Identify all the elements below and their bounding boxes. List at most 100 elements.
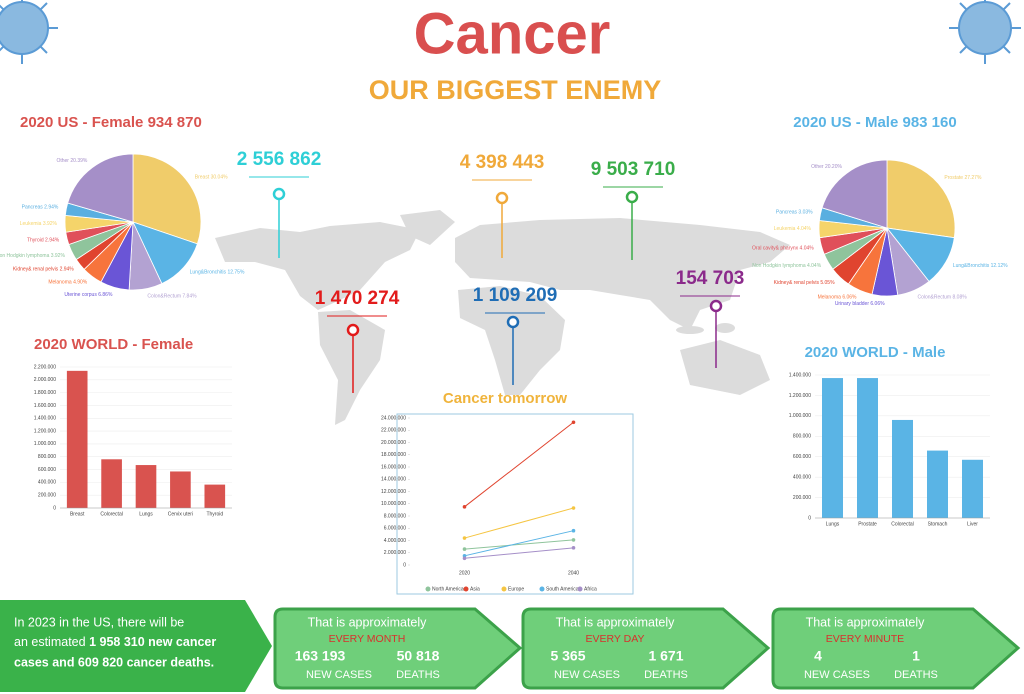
x-tick-label: Breast [70,511,85,517]
slice-label: Kidney& renal pelvis 2.94% [13,267,74,273]
x-tick-label: 2020 [459,570,470,576]
legend-swatch [463,586,469,592]
summary-text: an estimated [14,635,86,649]
pie-slice [821,159,888,229]
y-tick-label: 1.400.000 [789,372,811,378]
slice-value: 5.05% [820,280,835,286]
rate-cases: 163 193 [295,648,346,664]
legend-swatch [425,586,431,592]
y-tick-label: 22.000.000 [381,428,406,434]
chart-title: 2020 US - Female 934 870 [20,114,202,131]
slice-value: 2.94% [45,238,60,244]
rate-cases: 5 365 [550,648,585,664]
rate-deaths-label: DEATHS [396,669,440,681]
y-tick-label: 200.000 [38,493,56,499]
point [571,420,576,425]
slice-name: Leukemia [774,227,796,233]
slice-label: Lung&Bronchitis 12.75% [190,270,245,276]
bar [66,370,88,508]
chart-title: 2020 WORLD - Female [34,336,193,353]
slice-name: Urinary bladder [835,301,870,307]
slice-label: Leukemia 4.04% [774,227,812,233]
marker-pin [346,323,360,337]
y-tick-label: 24.000.000 [381,415,406,421]
chart-title: 2020 US - Male 983 160 [793,114,956,131]
rate-intro: That is approximately [556,615,676,629]
pie-slice [67,153,134,223]
line-chart-frame [396,413,634,595]
x-tick-label: Lungs [139,511,153,517]
rate-cases-label: NEW CASES [306,669,372,681]
rate-intro: That is approximately [308,615,428,629]
virus-right [949,0,1021,64]
y-tick-label: 8.000.000 [384,513,406,519]
summary-box [0,600,272,692]
slice-value: 6.06% [870,301,885,307]
y-tick-label: 1.600.000 [34,403,56,409]
slice-name: Lung&Bronchitis [190,270,227,276]
y-tick-label: 800.000 [38,454,56,460]
x-tick-label: Prostate [858,521,877,527]
y-tick-label: 0 [403,562,406,568]
y-tick-label: 4.000.000 [384,538,406,544]
rate-box [521,607,771,690]
y-tick-label: 2.200.000 [34,364,56,370]
x-tick-label: Lungs [826,521,840,527]
y-tick-label: 200.000 [793,495,811,501]
series-line [464,547,574,559]
point [462,556,467,561]
y-tick-label: 2.000.000 [384,550,406,556]
slice-label: Urinary bladder 6.06% [835,301,885,307]
marker-value: 1 470 274 [315,288,400,309]
summary-line: cases and 609 820 cancer deaths. [14,655,214,669]
chart-title: 2020 WORLD - Male [805,344,946,361]
y-tick-label: 1.000.000 [34,441,56,447]
summary-cases: 1 958 310 new cancer [89,635,216,649]
y-tick-label: 18.000.000 [381,452,406,458]
y-tick-label: 0 [53,505,56,511]
rate-deaths-label: DEATHS [894,669,938,681]
rate-cases-label: NEW CASES [554,669,620,681]
slice-value: 6.06% [842,295,857,301]
virus-left [0,0,58,64]
slice-value: 2.94% [44,205,59,211]
y-tick-label: 0 [808,515,811,521]
marker-value: 154 703 [676,268,745,289]
marker-value: 4 398 443 [460,152,545,173]
bar [204,484,226,508]
slice-name: Melanoma [818,295,842,301]
slice-label: Oral cavity& pharynx 4.04% [752,246,814,252]
point [571,546,576,550]
slice-value: 4.04% [797,227,812,233]
marker-pin [272,187,286,201]
slice-value: 6.86% [98,292,113,298]
slice-label: Other 20.39% [56,159,87,165]
y-tick-label: 600.000 [38,467,56,473]
slice-name: Kidney& renal pelvis [13,267,59,273]
x-tick-label: 2040 [568,570,579,576]
marker-pin [709,299,723,313]
slice-value: 7.84% [182,294,197,300]
slice-name: Melanoma [48,280,72,286]
slice-value: 20.20% [825,164,843,170]
slice-label: Kidney& renal pelvis 5.05% [774,280,835,286]
y-tick-label: 400.000 [38,480,56,486]
slice-value: 12.12% [991,263,1009,269]
slice-value: 12.75% [227,270,245,276]
slice-name: Pancreas [776,210,798,216]
point [571,528,576,533]
slice-value: 4.90% [73,280,88,286]
slice-value: 4.04% [807,263,822,269]
slice-label: Prostate 27.27% [944,176,982,182]
slice-name: Leukemia [20,221,42,227]
slice-name: Uterine corpus [64,292,97,298]
bar [135,465,157,508]
slice-name: Other [56,159,69,165]
x-tick-label: Liver [967,521,978,527]
slice-label: Breast 30.04% [195,175,228,181]
y-tick-label: 10.000.000 [381,501,406,507]
slice-label: Melanoma 4.90% [48,280,87,286]
slice-name: Kidney& renal pelvis [774,280,820,286]
